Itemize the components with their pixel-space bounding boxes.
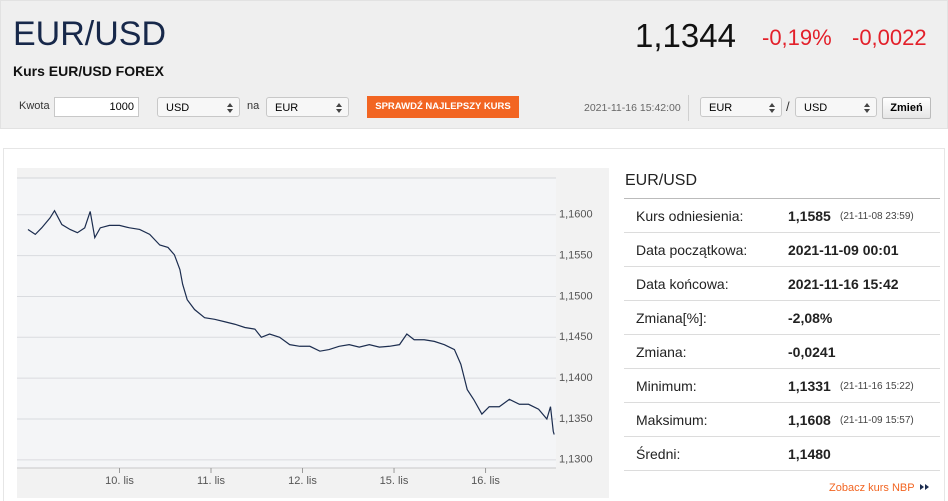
- subtitle: Kurs EUR/USD FOREX: [13, 63, 164, 79]
- separator: [688, 95, 689, 121]
- header: EUR/USD Kurs EUR/USD FOREX 1,1344 -0,19%…: [0, 0, 948, 129]
- x-tick-label: 11. lis: [197, 475, 225, 487]
- to-select[interactable]: EUR: [266, 97, 349, 117]
- stats-title: EUR/USD: [625, 172, 698, 189]
- stats-value: 2021-11-09 00:01: [788, 242, 899, 258]
- stats-note: (21-11-09 15:57): [840, 415, 914, 426]
- stats-rule: [624, 198, 940, 199]
- stats-label: Minimum:: [636, 378, 697, 394]
- x-tick-label: 10. lis: [105, 475, 134, 487]
- stats-row: Zmiana[%]: -2,08%: [624, 301, 940, 335]
- swap-button[interactable]: Zmień: [882, 97, 931, 119]
- stats-row: Data początkowa: 2021-11-09 00:01: [624, 233, 940, 267]
- chart: 1,1300 1,1350 1,1400 1,1450 1,1500 1,1550 1,16…: [17, 168, 609, 498]
- stats-value: 1,1480: [788, 446, 831, 462]
- y-tick-label: 1,1350: [559, 413, 593, 425]
- stats-label: Maksimum:: [636, 412, 708, 428]
- amount-label: Kwota: [19, 100, 50, 112]
- stats-value: 2021-11-16 15:42: [788, 276, 899, 292]
- stats-row: Średni: 1,1480: [624, 437, 940, 471]
- x-tick-label: 15. lis: [380, 475, 409, 487]
- stats-label: Średni:: [636, 446, 681, 462]
- y-tick-label: 1,1400: [559, 372, 593, 384]
- y-tick-label: 1,1500: [559, 290, 593, 302]
- stats-row: Data końcowa: 2021-11-16 15:42: [624, 267, 940, 301]
- page-title: EUR/USD: [13, 15, 167, 53]
- stats-label: Zmiana[%]:: [636, 310, 707, 326]
- change-abs: -0,0022: [852, 25, 927, 50]
- stats-label: Data końcowa:: [636, 276, 729, 292]
- y-tick-label: 1,1550: [559, 250, 593, 262]
- plot-area: [17, 178, 556, 468]
- y-tick-label: 1,1450: [559, 331, 593, 343]
- stats-value: 1,1608: [788, 412, 831, 428]
- stats-row: Maksimum: 1,1608 (21-11-09 15:57): [624, 403, 940, 437]
- pair-from-select[interactable]: EUR: [700, 97, 782, 117]
- y-tick-label: 1,1600: [559, 209, 593, 221]
- stats-row: Zmiana: -0,0241: [624, 335, 940, 369]
- check-rate-button[interactable]: SPRAWDŹ NAJLEPSZY KURS: [367, 96, 519, 118]
- x-tick-label: 16. lis: [471, 475, 500, 487]
- stats-value: -2,08%: [788, 310, 833, 326]
- amount-input[interactable]: 1000: [54, 97, 139, 117]
- nbp-link-text[interactable]: Zobacz kurs NBP: [829, 482, 915, 494]
- stats-note: (21-11-08 23:59): [840, 211, 914, 222]
- change-pct: -0,19%: [762, 25, 832, 50]
- y-tick-label: 1,1300: [559, 454, 593, 466]
- x-tick-label: 12. lis: [288, 475, 317, 487]
- stats-value: 1,1585: [788, 208, 831, 224]
- arrows-icon: [920, 484, 930, 490]
- stats-label: Data początkowa:: [636, 242, 748, 258]
- stats-value: -0,0241: [788, 344, 836, 360]
- price-line: [27, 209, 555, 435]
- nbp-link[interactable]: Zobacz kurs NBP: [829, 482, 931, 494]
- timestamp: 2021-11-16 15:42:00: [584, 102, 681, 114]
- pair-to-select[interactable]: USD: [795, 97, 877, 117]
- stats-note: (21-11-16 15:22): [840, 381, 914, 392]
- stats-value: 1,1331: [788, 378, 831, 394]
- content-card: [3, 148, 945, 501]
- price: 1,1344: [635, 17, 736, 54]
- pair-separator: /: [786, 99, 790, 114]
- stats-label: Zmiana:: [636, 344, 687, 360]
- stats-label: Kurs odniesienia:: [636, 208, 744, 224]
- stats-row: Minimum: 1,1331 (21-11-16 15:22): [624, 369, 940, 403]
- to-label: na: [247, 100, 260, 112]
- from-select[interactable]: USD: [157, 97, 240, 117]
- stats-row: Kurs odniesienia: 1,1585 (21-11-08 23:59): [624, 199, 940, 233]
